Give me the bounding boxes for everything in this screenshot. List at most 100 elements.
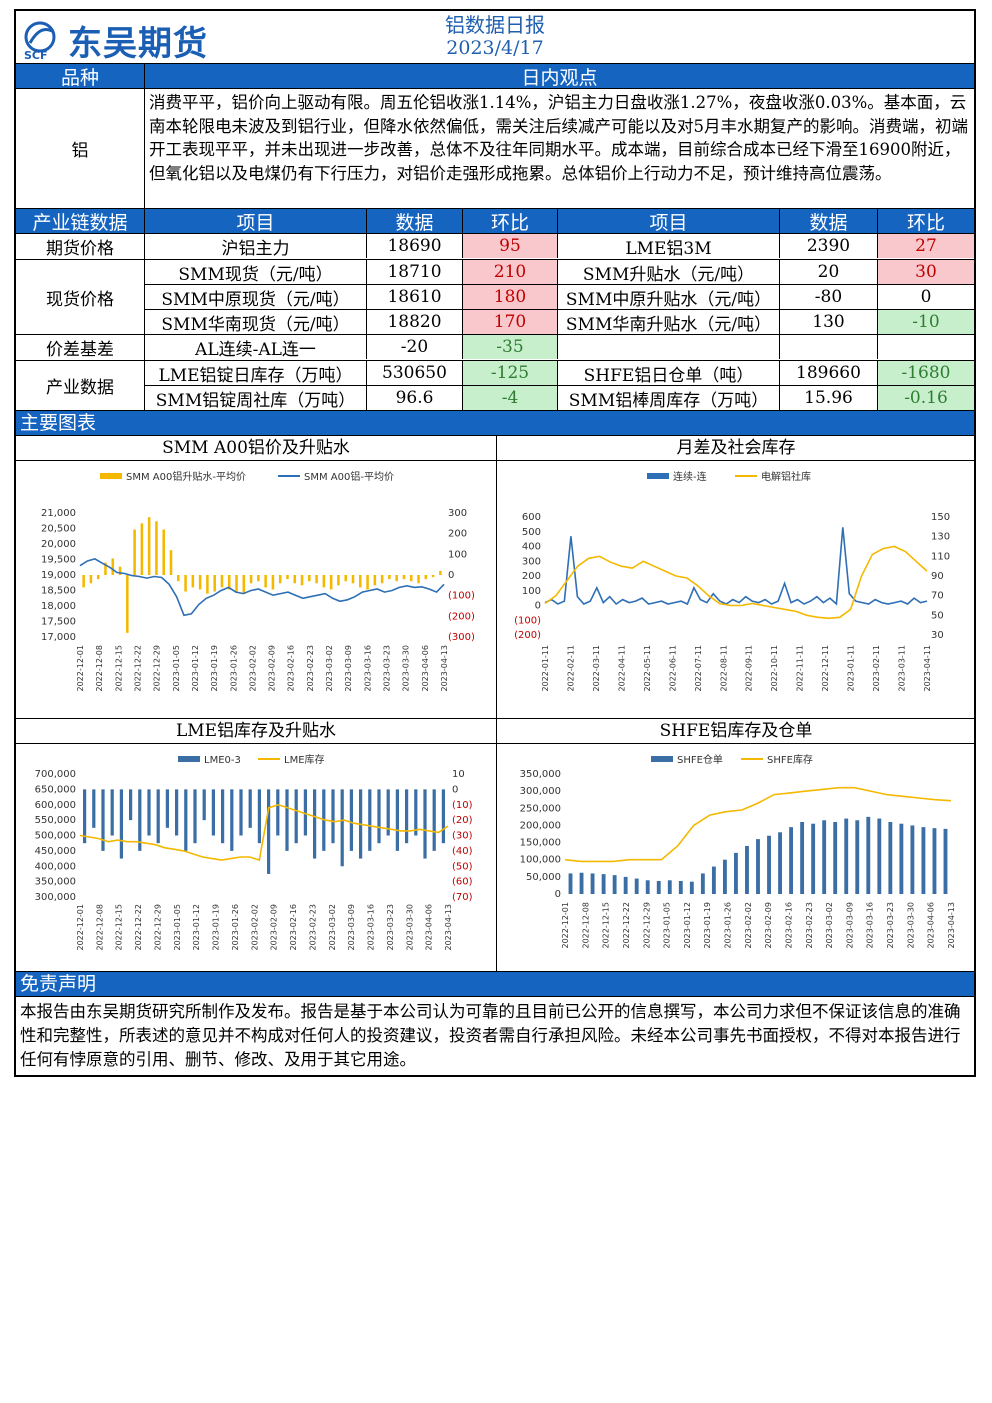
x-tick-label: 2023-02-02 bbox=[248, 645, 257, 692]
bar bbox=[169, 550, 173, 575]
table-cell: -125 bbox=[463, 361, 558, 385]
x-tick: 2023-03-23 bbox=[386, 904, 395, 951]
table-cell: -20 bbox=[367, 335, 463, 359]
x-tick-label: 2022-12-15 bbox=[114, 645, 123, 692]
company-logo: SCF 东吴期货 bbox=[20, 16, 208, 65]
table-cell: -1680 bbox=[878, 361, 974, 385]
x-tick: 2023-02-09 bbox=[270, 904, 279, 951]
y-tick-left: 50,000 bbox=[526, 872, 561, 883]
x-tick-label: 2022-12-01 bbox=[76, 904, 85, 951]
bar bbox=[266, 789, 271, 874]
x-tick-label: 2023-03-16 bbox=[866, 902, 875, 949]
x-tick-label: 2022-12-11 bbox=[821, 645, 830, 692]
y-tick-right: (20) bbox=[452, 815, 473, 826]
bar bbox=[220, 789, 225, 844]
chart-title-1: SMM A00铝价及升贴水 bbox=[16, 436, 496, 461]
bar bbox=[329, 575, 333, 590]
y-tick-left: 18,500 bbox=[41, 586, 76, 597]
y-tick-right: (50) bbox=[452, 861, 473, 872]
y-tick-left: 19,500 bbox=[41, 555, 76, 566]
bar bbox=[162, 529, 165, 575]
table-cell bbox=[878, 335, 974, 359]
x-tick-label: 2022-02-11 bbox=[566, 645, 575, 692]
x-tick: 2023-02-16 bbox=[784, 902, 793, 949]
bar bbox=[645, 880, 650, 894]
y-tick-right: 90 bbox=[931, 571, 944, 582]
legend-label-1: SMM A00铝升贴水-平均价 bbox=[126, 470, 246, 483]
bar bbox=[409, 575, 413, 582]
legend-swatch-1 bbox=[100, 473, 122, 479]
bar bbox=[359, 575, 362, 588]
group-label: 现货价格 bbox=[16, 260, 145, 334]
y-tick-right: 100 bbox=[448, 549, 467, 560]
series-line-2 bbox=[544, 545, 928, 620]
chart-panel-2: 月差及社会库存 连续-连 电解铝社库 600 500 400 300 200 100 0 (100… bbox=[497, 436, 975, 718]
y-tick-right: 0 bbox=[448, 570, 454, 581]
bar bbox=[789, 827, 794, 894]
group-label: 价差基差 bbox=[16, 335, 145, 360]
x-tick: 2023-02-23 bbox=[805, 902, 814, 949]
disclaimer-bar: 免责声明 bbox=[16, 971, 974, 996]
bar bbox=[276, 789, 280, 836]
x-tick: 2023-01-12 bbox=[683, 902, 692, 949]
series-line bbox=[79, 803, 449, 862]
x-tick: 2023-02-02 bbox=[248, 645, 257, 692]
y-tick-left: 18,000 bbox=[41, 601, 76, 612]
x-tick: 2022-12-01 bbox=[76, 904, 85, 951]
x-tick: 2023-02-16 bbox=[289, 904, 298, 951]
y-tick-left: 400 bbox=[522, 542, 541, 553]
legend-label-2: SMM A00铝-平均价 bbox=[304, 471, 394, 483]
x-tick-label: 2023-02-02 bbox=[744, 902, 753, 949]
bar bbox=[147, 517, 151, 575]
x-tick-label: 2022-12-08 bbox=[581, 902, 590, 949]
x-tick: 2023-03-02 bbox=[328, 904, 337, 951]
y-tick-right: 200 bbox=[448, 529, 467, 540]
bar bbox=[634, 878, 639, 894]
variety-header: 品种 bbox=[16, 64, 145, 88]
table-group: 产业数据 LME铝锭日库存（万吨） 530650 -125 SHFE铝日仓单（吨） 189… bbox=[16, 360, 974, 410]
bar bbox=[227, 575, 231, 590]
x-tick: 2022-12-08 bbox=[95, 645, 104, 692]
table-cell: 20 bbox=[780, 260, 878, 284]
series-line-1 bbox=[544, 527, 928, 606]
x-tick: 2022-08-11 bbox=[719, 645, 728, 692]
x-tick: 2023-02-23 bbox=[306, 645, 315, 692]
legend-label-2: 电解铝社库 bbox=[761, 470, 811, 483]
bar bbox=[623, 876, 628, 894]
y-tick-right: 110 bbox=[931, 551, 950, 562]
x-tick-label: 2023-04-13 bbox=[440, 645, 449, 692]
y-tick-left: 100,000 bbox=[520, 855, 561, 866]
bar bbox=[239, 789, 243, 836]
y-tick-left: 500,000 bbox=[35, 831, 76, 842]
logo-sub: SCF bbox=[24, 49, 48, 61]
y-tick-right: (60) bbox=[452, 877, 473, 888]
table-cell: 95 bbox=[463, 234, 558, 258]
bar bbox=[767, 835, 771, 894]
bar bbox=[303, 789, 308, 836]
table-cell: SMM华南升贴水（元/吨） bbox=[558, 310, 780, 334]
group-label: 产业数据 bbox=[16, 361, 145, 410]
x-tick-label: 2022-09-11 bbox=[745, 645, 754, 692]
x-tick: 2023-03-30 bbox=[402, 645, 411, 692]
x-tick: 2023-03-30 bbox=[405, 904, 414, 951]
x-tick-label: 2023-03-23 bbox=[383, 645, 392, 692]
bar bbox=[96, 575, 100, 580]
x-tick: 2023-02-16 bbox=[287, 645, 296, 692]
bar bbox=[855, 820, 860, 894]
x-tick: 2023-01-05 bbox=[173, 904, 182, 951]
bar bbox=[312, 789, 317, 859]
y-tick-left: 300,000 bbox=[520, 786, 561, 797]
x-tick-label: 2022-12-22 bbox=[134, 904, 143, 951]
bar bbox=[689, 881, 694, 894]
report-title-block: 铝数据日报 2023/4/17 bbox=[16, 13, 974, 59]
table-cell: SHFE铝日仓单（吨） bbox=[558, 361, 780, 385]
y-tick-left: (200) bbox=[514, 630, 541, 641]
x-tick: 2023-04-13 bbox=[440, 645, 449, 692]
bar bbox=[138, 789, 142, 851]
bar bbox=[308, 575, 311, 582]
x-tick-label: 2023-02-23 bbox=[308, 904, 317, 951]
table-group: 期货价格 沪铝主力 18690 95 LME铝3M 2390 27 bbox=[16, 233, 974, 259]
bar bbox=[110, 789, 114, 836]
bar bbox=[380, 575, 384, 584]
x-tick: 2022-01-11 bbox=[541, 645, 550, 692]
